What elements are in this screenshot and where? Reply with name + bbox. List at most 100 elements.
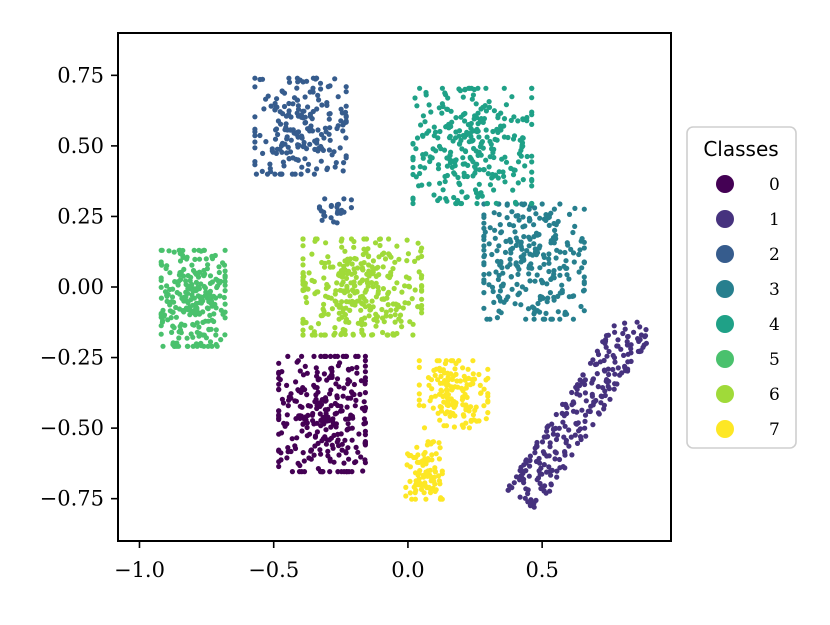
- y-tick-label: 0.50: [57, 134, 104, 158]
- data-point-class-1: [518, 464, 524, 470]
- data-point-class-0: [361, 399, 367, 405]
- data-point-class-4: [503, 159, 510, 165]
- data-point-class-7: [435, 377, 441, 383]
- data-point-class-3: [562, 309, 568, 315]
- data-point-class-2: [312, 138, 318, 144]
- data-point-class-4: [428, 109, 434, 115]
- data-point-class-4: [439, 110, 445, 116]
- data-point-class-4: [486, 164, 492, 170]
- data-point-class-0: [315, 466, 321, 472]
- data-point-class-2: [343, 89, 349, 95]
- data-point-class-3: [525, 306, 532, 312]
- data-point-class-1: [525, 499, 531, 505]
- data-point-class-7: [460, 402, 466, 408]
- data-point-class-4: [483, 85, 489, 91]
- data-point-class-3: [577, 247, 583, 253]
- data-point-class-2: [308, 127, 314, 133]
- data-point-class-2: [290, 127, 296, 133]
- data-point-class-2: [260, 150, 266, 156]
- data-point-class-7: [436, 365, 443, 371]
- data-point-class-3: [532, 278, 538, 284]
- data-point-class-0: [362, 363, 368, 369]
- data-point-class-1: [534, 442, 540, 448]
- data-point-class-2: [312, 146, 318, 152]
- data-point-class-2: [338, 106, 344, 112]
- data-point-class-1: [643, 327, 649, 333]
- data-point-class-4: [449, 164, 455, 170]
- data-point-class-6: [377, 236, 383, 242]
- data-point-class-3: [581, 259, 587, 265]
- data-point-class-0: [301, 458, 307, 464]
- data-point-class-3: [498, 260, 504, 266]
- data-point-class-5: [193, 341, 199, 347]
- data-point-class-0: [305, 412, 311, 418]
- data-point-class-2: [315, 92, 321, 98]
- data-point-class-1: [542, 483, 548, 489]
- data-point-class-2: [308, 123, 314, 129]
- data-point-class-1: [521, 480, 527, 486]
- data-point-class-3: [549, 316, 556, 322]
- data-point-class-3: [503, 238, 509, 244]
- data-point-class-4: [464, 194, 470, 200]
- data-point-class-2: [334, 220, 340, 226]
- data-point-class-7: [444, 381, 450, 388]
- data-point-class-6: [392, 259, 398, 265]
- data-point-class-0: [357, 391, 363, 397]
- data-point-class-6: [404, 258, 410, 264]
- data-point-class-4: [515, 180, 521, 186]
- data-point-class-0: [328, 365, 334, 372]
- data-point-class-2: [252, 75, 258, 81]
- data-point-class-1: [574, 440, 581, 446]
- data-point-class-2: [267, 165, 273, 172]
- data-point-class-4: [511, 133, 518, 139]
- data-point-class-0: [284, 382, 290, 388]
- data-point-class-6: [327, 264, 333, 270]
- data-point-class-1: [602, 392, 608, 399]
- data-point-class-7: [436, 440, 442, 446]
- data-point-class-6: [397, 312, 404, 318]
- data-point-class-0: [328, 372, 334, 378]
- data-point-class-3: [507, 256, 513, 262]
- data-point-class-7: [437, 404, 443, 410]
- data-point-class-0: [362, 358, 368, 364]
- data-point-class-1: [622, 326, 628, 332]
- data-point-class-6: [312, 332, 318, 338]
- data-point-class-7: [416, 397, 422, 403]
- data-point-class-0: [319, 397, 325, 403]
- data-point-class-2: [272, 107, 278, 113]
- data-point-class-7: [425, 473, 431, 479]
- data-point-class-0: [362, 369, 368, 375]
- data-point-class-0: [343, 449, 349, 455]
- data-point-class-6: [379, 296, 385, 302]
- data-point-class-3: [516, 266, 522, 272]
- data-point-class-2: [285, 144, 291, 150]
- data-point-class-7: [421, 451, 427, 457]
- legend-label-0: 0: [769, 175, 780, 195]
- data-point-class-4: [493, 200, 499, 206]
- data-point-class-5: [170, 309, 176, 315]
- data-point-class-3: [526, 271, 532, 277]
- data-point-class-0: [359, 405, 365, 411]
- data-point-class-4: [431, 192, 437, 198]
- data-point-class-4: [417, 164, 423, 170]
- data-point-class-2: [348, 205, 354, 211]
- data-point-class-4: [426, 102, 432, 108]
- data-point-class-1: [628, 346, 634, 352]
- data-point-class-0: [324, 418, 330, 424]
- data-point-class-1: [603, 333, 610, 339]
- data-point-class-3: [539, 280, 546, 286]
- data-point-class-3: [506, 221, 513, 228]
- data-point-class-1: [552, 456, 558, 462]
- data-point-class-0: [276, 408, 282, 414]
- data-point-class-0: [311, 353, 317, 359]
- data-point-class-3: [542, 316, 548, 322]
- data-point-class-1: [574, 391, 580, 397]
- data-point-class-3: [566, 211, 573, 217]
- data-point-class-4: [419, 132, 426, 138]
- data-point-class-6: [400, 305, 406, 311]
- data-point-class-7: [412, 490, 418, 496]
- data-point-class-0: [342, 437, 348, 443]
- data-point-class-7: [409, 496, 415, 502]
- data-point-class-5: [173, 314, 179, 320]
- data-point-class-2: [298, 171, 304, 177]
